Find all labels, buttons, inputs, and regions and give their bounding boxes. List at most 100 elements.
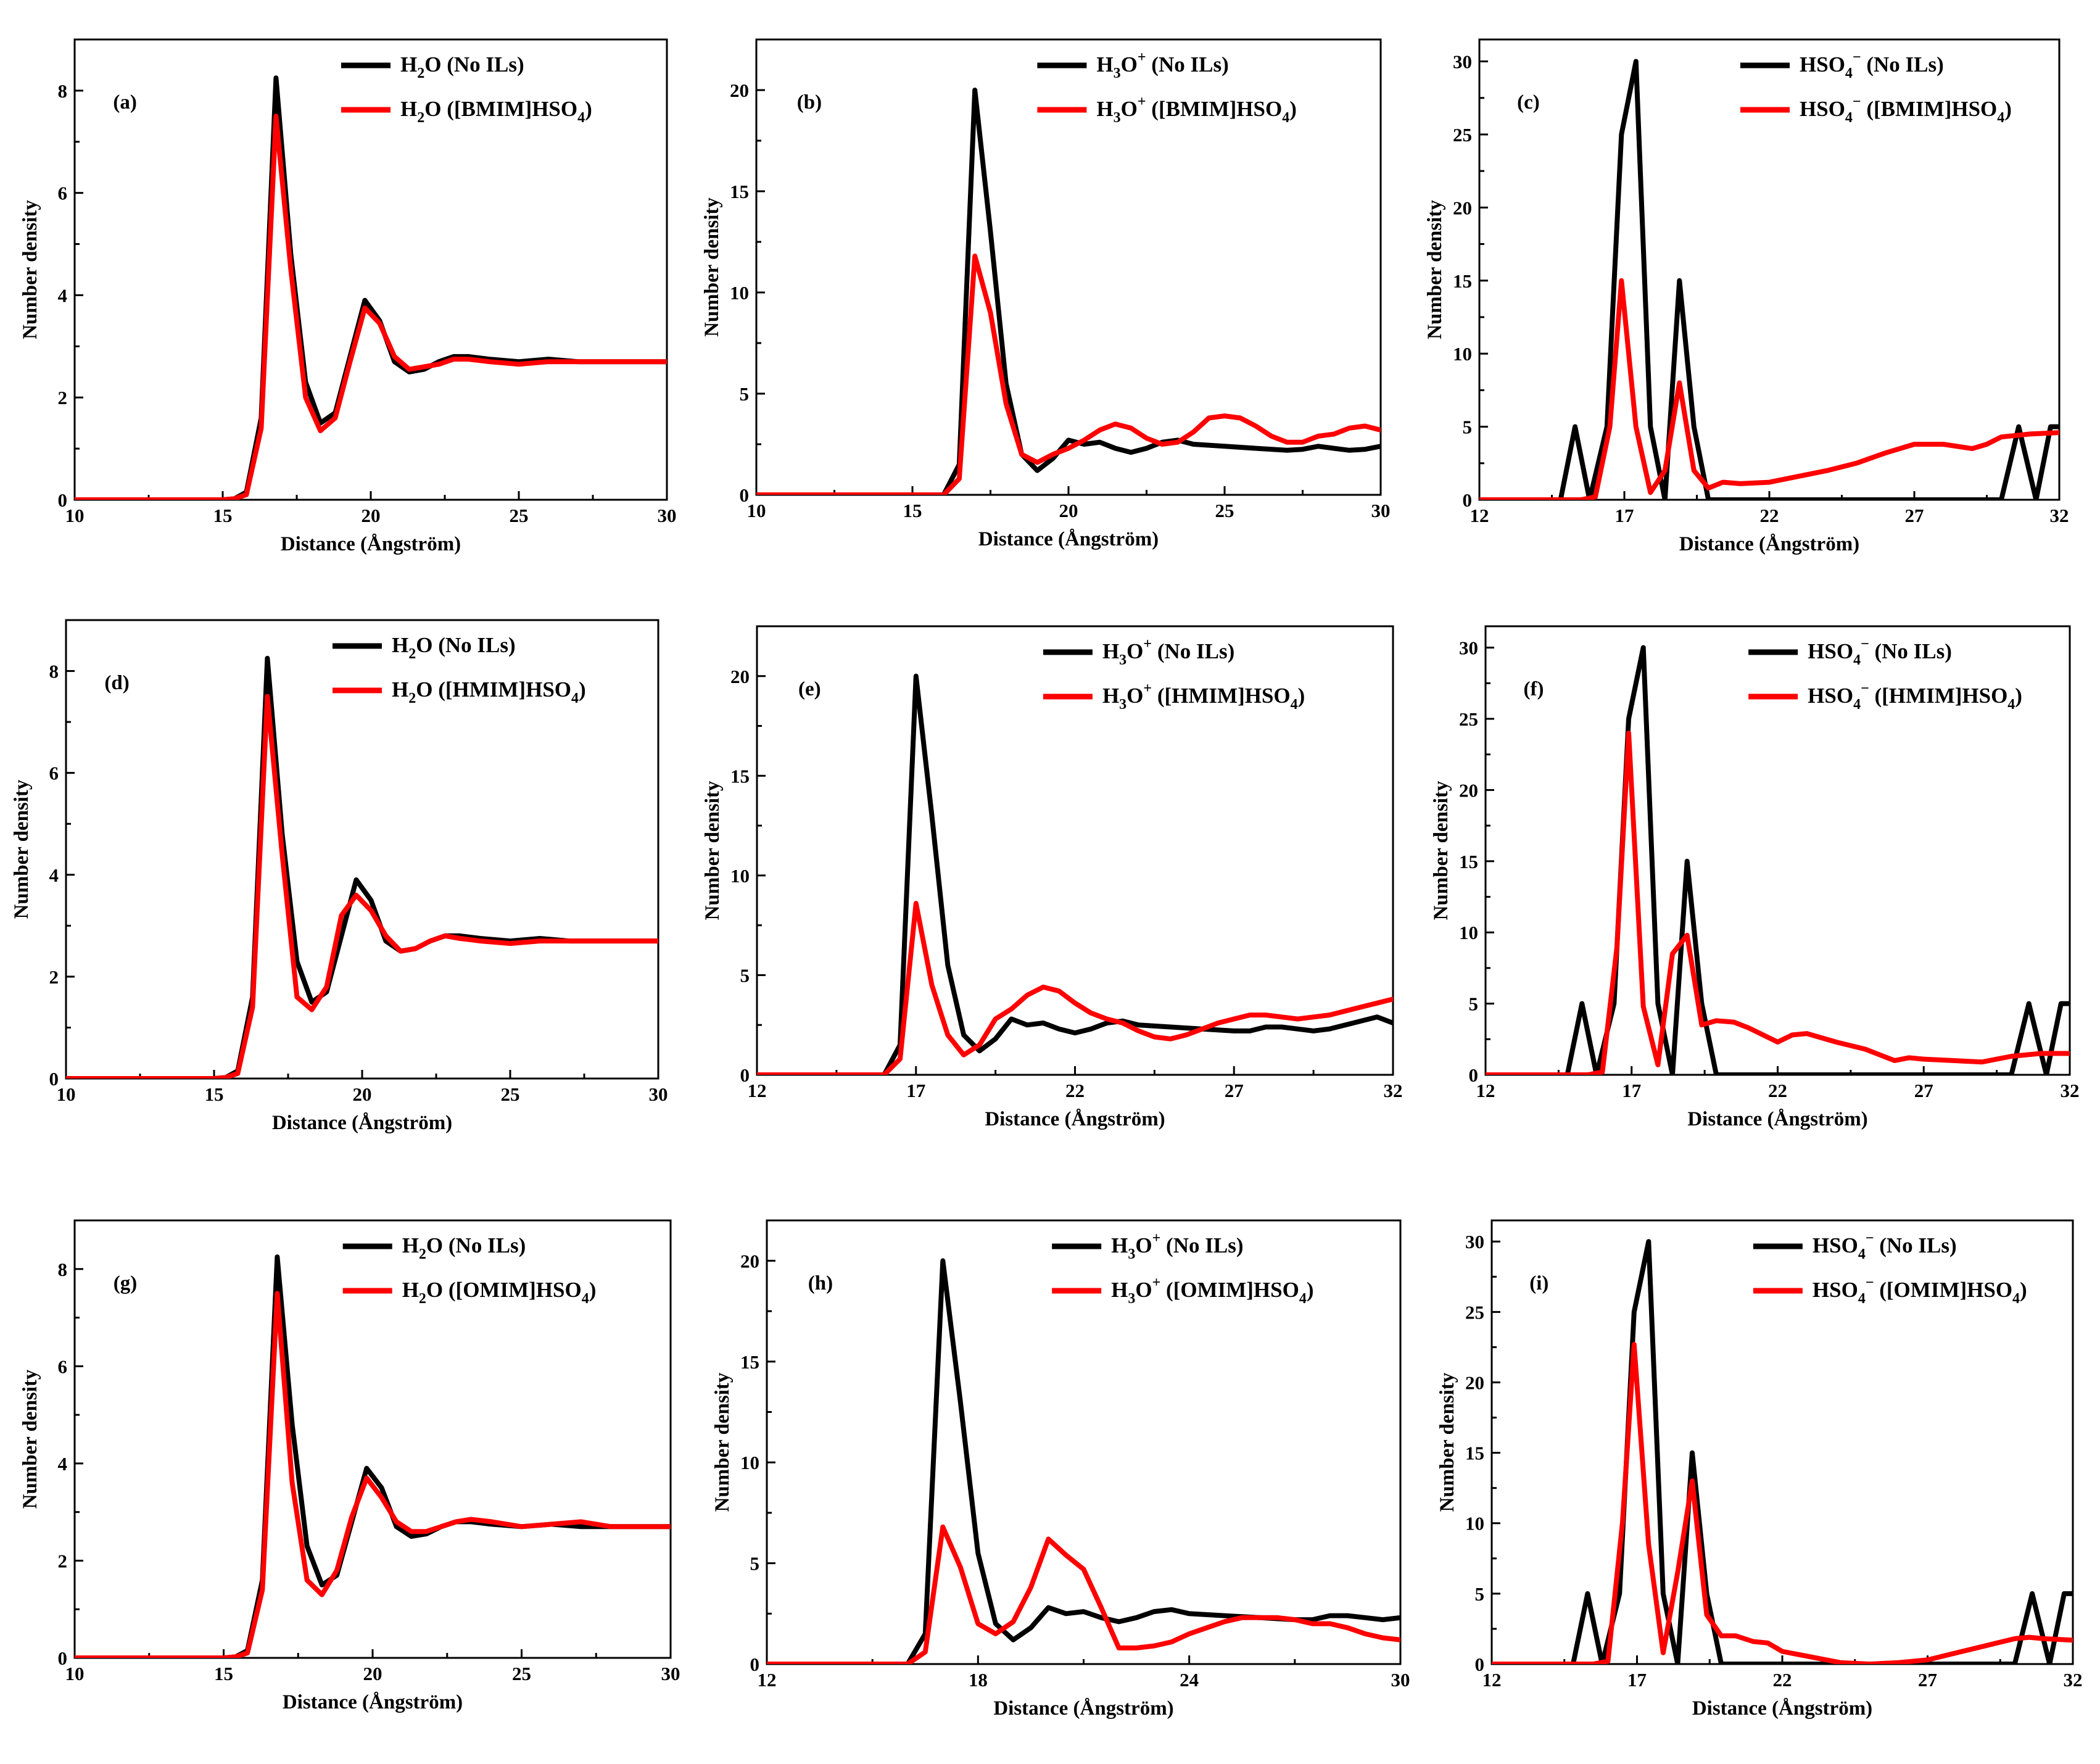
legend-rest-text: (No ILs) bbox=[1152, 639, 1234, 663]
x-tick-label: 17 bbox=[1622, 1080, 1641, 1101]
y-tick-label: 8 bbox=[58, 1259, 68, 1280]
y-axis-title: Number density bbox=[701, 781, 724, 920]
x-tick-label: 10 bbox=[65, 1663, 85, 1684]
legend-mid-text: O ([HMIM]HSO bbox=[416, 677, 571, 702]
series-line-ionic-liquid bbox=[75, 114, 667, 500]
legend-entry: HSO4− ([BMIM]HSO4) bbox=[1800, 94, 2012, 126]
x-tick-label: 30 bbox=[1371, 500, 1391, 521]
y-tick-label: 2 bbox=[58, 1550, 68, 1571]
x-tick-label: 22 bbox=[1773, 1669, 1792, 1691]
x-tick-label: 30 bbox=[1391, 1669, 1410, 1691]
legend-tail-text: ) bbox=[585, 97, 592, 121]
plot-frame bbox=[766, 1219, 1402, 1665]
legend-base-text: H bbox=[392, 677, 408, 702]
y-tick-label: 5 bbox=[1463, 416, 1473, 438]
x-tick-label: 32 bbox=[2061, 1080, 2080, 1101]
x-tick-label: 17 bbox=[1615, 505, 1634, 526]
panel-label: (a) bbox=[113, 91, 136, 114]
x-tick-label: 20 bbox=[1059, 500, 1078, 521]
x-axis-title: Distance (Ångström) bbox=[978, 528, 1159, 550]
legend-entry: H2O ([BMIM]HSO4) bbox=[400, 97, 592, 126]
legend-superscript: + bbox=[1143, 636, 1152, 652]
x-tick-label: 12 bbox=[1476, 1080, 1495, 1101]
x-tick-label: 15 bbox=[213, 505, 233, 526]
y-tick-label: 15 bbox=[730, 765, 750, 787]
y-tick-label: 0 bbox=[740, 1064, 750, 1086]
x-tick-label: 30 bbox=[661, 1663, 680, 1684]
series-line-no-ils bbox=[1486, 645, 2070, 1075]
legend-subscript: 3 bbox=[1119, 652, 1126, 668]
x-tick-label: 15 bbox=[903, 500, 922, 521]
y-tick-label: 10 bbox=[730, 282, 749, 304]
series-line-ionic-liquid bbox=[1492, 1341, 2073, 1664]
x-axis-title: Distance (Ångström) bbox=[281, 533, 461, 555]
legend-rest-text: (No ILs) bbox=[1861, 52, 1944, 77]
panel-label: (g) bbox=[114, 1272, 137, 1294]
legend-base-text: H bbox=[1111, 1278, 1128, 1302]
y-tick-label: 5 bbox=[1469, 993, 1479, 1015]
legend-subscript: 4 bbox=[2007, 697, 2015, 713]
y-tick-label: 15 bbox=[1459, 851, 1478, 872]
y-tick-label: 30 bbox=[1465, 1231, 1484, 1253]
x-tick-label: 17 bbox=[906, 1080, 925, 1101]
legend-mid-text: O bbox=[1121, 52, 1138, 77]
legend-rest-text: ([OMIM]HSO bbox=[1160, 1278, 1299, 1302]
x-tick-label: 30 bbox=[649, 1083, 668, 1105]
panel-label: (b) bbox=[797, 91, 822, 114]
legend-subscript: 2 bbox=[419, 1291, 426, 1307]
panel-label: (d) bbox=[104, 672, 129, 694]
y-tick-label: 2 bbox=[49, 966, 59, 988]
x-axis-title: Distance (Ångström) bbox=[985, 1108, 1165, 1130]
x-tick-label: 10 bbox=[57, 1083, 76, 1105]
legend-subscript: 4 bbox=[1853, 697, 1861, 713]
legend-entry: H2O (No ILs) bbox=[392, 633, 516, 662]
x-tick-label: 22 bbox=[1760, 505, 1779, 526]
chart-panel-i: 12 17 22 27 32 0 5 10 15 20 25 30 Distance (Ångström… bbox=[1436, 1219, 2083, 1720]
series-line-no-ils bbox=[1479, 59, 2059, 500]
legend-mid-text: O ([BMIM]HSO bbox=[424, 97, 577, 121]
legend-entry: H3O+ ([HMIM]HSO4) bbox=[1102, 681, 1305, 713]
legend-subscript: 3 bbox=[1114, 65, 1121, 81]
y-tick-label: 5 bbox=[740, 964, 750, 986]
legend-subscript: 3 bbox=[1119, 697, 1126, 713]
legend-base-text: H bbox=[1102, 639, 1119, 663]
legend-entry: HSO4− ([HMIM]HSO4) bbox=[1808, 681, 2022, 713]
y-axis-title: Number density bbox=[1436, 1372, 1458, 1512]
x-tick-label: 10 bbox=[747, 500, 766, 521]
y-tick-label: 15 bbox=[1453, 270, 1472, 292]
x-axis-title: Distance (Ångström) bbox=[1692, 1697, 1872, 1720]
legend-subscript: 2 bbox=[417, 110, 424, 126]
legend-entry: H2O (No ILs) bbox=[402, 1233, 526, 1262]
y-tick-label: 0 bbox=[49, 1068, 59, 1090]
legend-subscript: 3 bbox=[1114, 110, 1121, 126]
x-tick-label: 27 bbox=[1914, 1080, 1933, 1101]
y-tick-label: 8 bbox=[49, 661, 59, 682]
y-tick-label: 20 bbox=[730, 80, 749, 101]
legend-rest-text: ([HMIM]HSO bbox=[1869, 684, 2008, 708]
panel-label: (f) bbox=[1524, 678, 1544, 700]
x-axis-title: Distance (Ångström) bbox=[993, 1697, 1173, 1720]
x-tick-label: 12 bbox=[758, 1669, 777, 1691]
legend-entry: H2O ([OMIM]HSO4) bbox=[402, 1278, 597, 1307]
legend-tail-text: ) bbox=[1307, 1278, 1314, 1302]
chart-panel-c: 12 17 22 27 32 0 5 10 15 20 25 30 Distance (Ångström… bbox=[1424, 38, 2069, 555]
y-tick-label: 30 bbox=[1453, 51, 1472, 73]
legend-entry: HSO4− (No ILs) bbox=[1800, 49, 1944, 81]
legend-subscript: 4 bbox=[1858, 1291, 1866, 1307]
series-line-no-ils bbox=[767, 1258, 1400, 1664]
y-axis-title: Number density bbox=[701, 197, 723, 337]
legend-rest-text: (No ILs) bbox=[443, 1233, 526, 1257]
y-axis-title: Number density bbox=[19, 200, 41, 339]
legend-base-text: HSO bbox=[1800, 52, 1845, 77]
x-axis-title: Distance (Ångström) bbox=[1687, 1108, 1867, 1130]
legend-subscript: 3 bbox=[1128, 1246, 1135, 1262]
legend-tail-text: ) bbox=[1289, 97, 1297, 121]
y-tick-label: 5 bbox=[740, 383, 750, 405]
x-tick-label: 17 bbox=[1627, 1669, 1647, 1691]
legend-base-text: H bbox=[1111, 1233, 1128, 1257]
y-tick-label: 25 bbox=[1453, 124, 1472, 146]
series-line-no-ils bbox=[1492, 1239, 2073, 1664]
y-tick-label: 2 bbox=[58, 387, 68, 408]
y-tick-label: 25 bbox=[1459, 708, 1478, 730]
panel-label: (h) bbox=[808, 1272, 833, 1294]
